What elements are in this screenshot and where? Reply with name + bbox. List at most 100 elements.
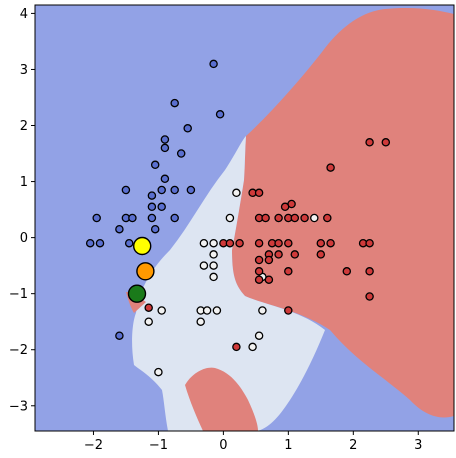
point-blue <box>160 174 170 184</box>
point-blue <box>150 160 160 170</box>
point-blue <box>170 213 179 223</box>
point-white <box>258 306 267 315</box>
point-red <box>144 303 153 312</box>
region-white-2 <box>132 136 325 431</box>
point-blue <box>128 213 137 223</box>
point-blue <box>215 110 225 119</box>
y-tick-label: −1 <box>9 287 28 302</box>
point-red <box>381 138 391 147</box>
point-blue <box>92 213 101 223</box>
point-red <box>326 238 335 248</box>
point-red <box>326 163 335 172</box>
point-red <box>365 238 374 248</box>
y-tick-label: −3 <box>9 399 28 414</box>
point-white <box>157 306 166 315</box>
point-red <box>264 255 274 265</box>
highlight-point-yellow <box>132 236 152 256</box>
point-red <box>300 213 309 223</box>
point-red <box>274 250 283 259</box>
region-red-1 <box>232 7 454 418</box>
point-blue <box>160 143 170 153</box>
point-white <box>199 238 209 248</box>
point-red <box>225 238 235 248</box>
region-red-3 <box>185 367 258 431</box>
point-white <box>225 213 235 223</box>
x-tick-label: 0 <box>219 438 227 453</box>
point-white <box>310 213 319 223</box>
point-red <box>316 250 326 259</box>
point-blue <box>157 185 166 195</box>
point-red <box>290 213 300 223</box>
point-red <box>254 255 264 265</box>
highlight-point-green <box>127 284 147 303</box>
y-tick-label: 2 <box>20 119 28 134</box>
point-blue <box>160 135 170 144</box>
point-red <box>254 188 264 198</box>
point-blue <box>150 224 160 234</box>
x-tick-label: −2 <box>84 438 103 453</box>
plot-frame <box>34 4 455 432</box>
point-red <box>274 213 283 223</box>
point-red <box>365 292 374 301</box>
point-blue <box>147 213 157 223</box>
point-red <box>365 267 374 276</box>
point-white <box>232 188 241 198</box>
data-points <box>85 59 391 377</box>
point-red <box>342 267 352 276</box>
point-blue <box>115 331 124 340</box>
x-tick-label: 1 <box>284 438 292 453</box>
point-white <box>248 342 257 352</box>
point-red <box>254 238 264 248</box>
point-red <box>264 275 274 284</box>
point-red <box>290 250 300 259</box>
point-white <box>209 261 218 270</box>
point-red <box>254 267 264 276</box>
point-blue <box>124 238 134 248</box>
y-tick-label: 1 <box>20 175 28 190</box>
y-axis: −3 −2 −1 0 1 2 3 4 <box>9 7 35 414</box>
point-red <box>280 202 290 212</box>
point-blue <box>147 202 157 212</box>
point-blue <box>147 191 157 200</box>
point-blue <box>170 98 179 108</box>
point-red <box>284 267 293 276</box>
point-white <box>199 261 209 270</box>
y-tick-label: 0 <box>20 231 28 246</box>
point-red <box>232 342 241 352</box>
point-red <box>365 138 374 147</box>
point-white <box>209 272 218 282</box>
point-blue <box>157 202 166 212</box>
highlighted-points <box>127 236 155 303</box>
point-blue <box>170 185 179 195</box>
point-white <box>212 306 222 315</box>
point-blue <box>183 124 192 133</box>
point-white <box>144 317 153 326</box>
decision-regions <box>35 5 454 431</box>
point-blue <box>115 224 124 234</box>
y-tick-label: 3 <box>20 63 28 78</box>
point-red <box>261 213 270 223</box>
point-red <box>316 238 326 248</box>
y-tick-label: −2 <box>9 343 28 358</box>
point-red <box>284 306 293 315</box>
point-red <box>254 275 264 284</box>
x-tick-label: 3 <box>414 438 422 453</box>
point-blue <box>176 149 186 158</box>
point-white <box>154 367 163 377</box>
highlight-point-orange <box>136 262 155 281</box>
point-red <box>274 238 283 248</box>
point-blue <box>186 185 196 195</box>
x-tick-label: 2 <box>349 438 357 453</box>
point-blue <box>85 238 95 248</box>
point-red <box>284 238 293 248</box>
point-white <box>202 306 212 315</box>
point-red <box>235 238 244 248</box>
point-white <box>209 238 218 248</box>
y-tick-label: 4 <box>20 7 28 22</box>
point-white <box>209 250 218 259</box>
point-red <box>323 213 332 223</box>
point-blue <box>121 185 131 195</box>
point-blue <box>209 59 218 69</box>
